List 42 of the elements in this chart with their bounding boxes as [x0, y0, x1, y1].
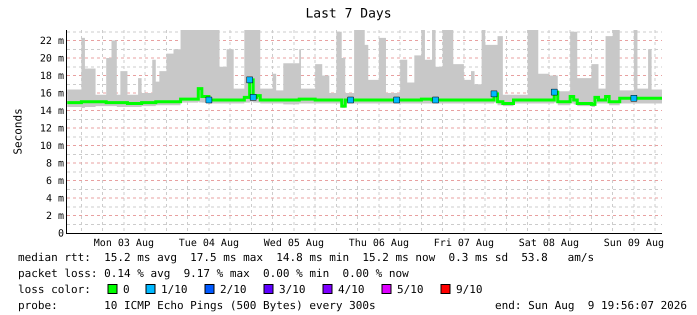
- legend-label: 1/10: [161, 283, 188, 296]
- text: packet loss: 0.14 % avg 9.17 % max 0.00 % min 0.00 % now: [18, 267, 410, 280]
- chart-title: Last 7 Days: [305, 6, 392, 22]
- legend-title: loss color:: [18, 283, 91, 296]
- y-tick-label: 14 m: [40, 106, 64, 117]
- point: [250, 94, 256, 101]
- x-tick-label: Sun 09 Aug: [604, 238, 664, 249]
- point: [630, 95, 638, 102]
- point: [347, 96, 354, 104]
- x-tick-label: Mon 03 Aug: [94, 238, 154, 249]
- x-tick-label: Wed 05 Aug: [264, 238, 324, 249]
- legend-label: 4/10: [338, 283, 364, 296]
- y-tick-label: 2 m: [46, 211, 64, 222]
- y-tick-label: 6 m: [46, 176, 64, 187]
- legend-label: 5/10: [397, 283, 424, 296]
- text: end: Sun Aug 9 19:56:07 2026: [495, 299, 688, 312]
- y-tick-label: 16 m: [40, 88, 64, 100]
- legend-label: 2/10: [220, 283, 246, 296]
- x-tick-label: Fri 07 Aug: [434, 238, 494, 249]
- point: [393, 96, 400, 104]
- y-tick-label: 18 m: [40, 71, 64, 82]
- y-tick-label: 12 m: [40, 124, 64, 134]
- point: [246, 76, 253, 84]
- legend-label: 3/10: [279, 283, 306, 296]
- point: [432, 96, 439, 104]
- y-tick-label: 0: [58, 228, 64, 240]
- y-tick-label: 20 m: [40, 54, 64, 64]
- legend-label: 9/10: [456, 283, 482, 296]
- y-tick-label: 22 m: [40, 36, 64, 47]
- x-tick-label: Sat 08 Aug: [518, 238, 580, 249]
- legend-label: 0: [123, 283, 130, 296]
- y-tick-label: 8 m: [46, 158, 64, 170]
- text: probe: 10 ICMP Echo Pings (500 Bytes) every 300s: [18, 299, 376, 312]
- point: [490, 90, 498, 98]
- y-tick-label: 4 m: [46, 194, 64, 204]
- x-tick-label: Tue 04 Aug: [178, 238, 240, 249]
- point: [206, 96, 212, 104]
- x-tick-label: Thu 06 Aug: [348, 238, 410, 249]
- y-tick-label: 10 m: [40, 141, 64, 152]
- point: [550, 88, 558, 96]
- text: median rtt: 15.2 ms avg 17.5 ms max 14.8 ms min 15.2 ms now 0.3 ms sd 53.8 am/s: [18, 251, 594, 264]
- y-axis-title: Seconds: [12, 108, 25, 155]
